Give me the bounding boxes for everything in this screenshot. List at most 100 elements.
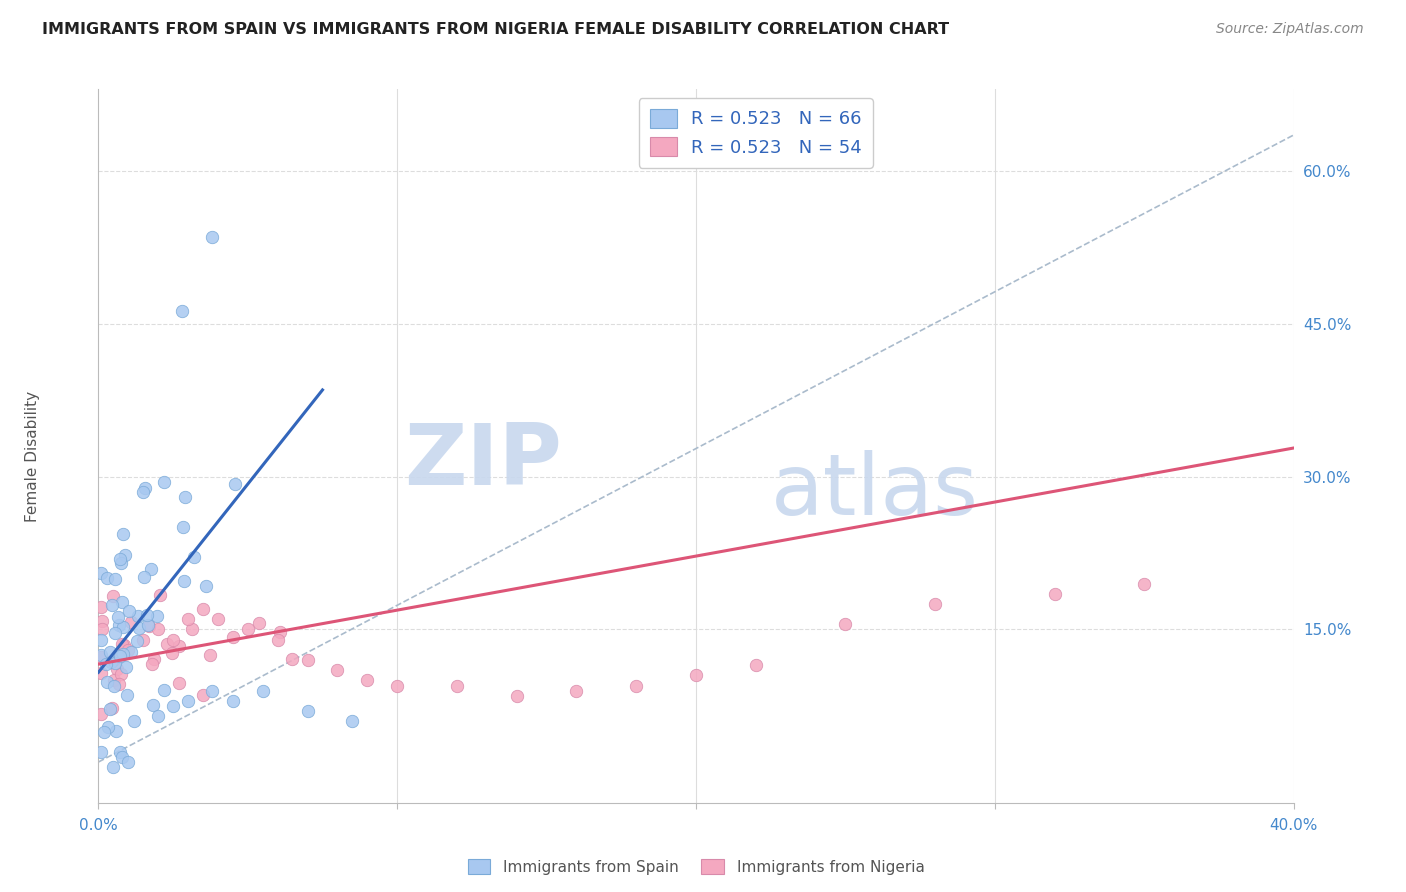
Point: [281, 652, 304, 666]
Point: [124, 714, 146, 729]
Point: [269, 625, 291, 640]
Point: [142, 698, 165, 712]
Point: [201, 683, 224, 698]
Point: [162, 698, 184, 713]
Point: [172, 304, 194, 318]
Point: [172, 520, 194, 534]
Text: ZIP: ZIP: [404, 420, 561, 503]
Point: [446, 679, 468, 693]
Point: [118, 603, 141, 617]
Point: [98, 645, 121, 659]
Point: [108, 677, 131, 691]
Point: [108, 617, 131, 632]
Point: [191, 602, 214, 616]
Point: [112, 638, 135, 652]
Point: [120, 645, 142, 659]
Point: [138, 619, 160, 633]
Point: [112, 526, 135, 541]
Point: [111, 647, 134, 661]
Point: [191, 688, 214, 702]
Point: [139, 562, 162, 576]
Point: [148, 623, 170, 637]
Point: [128, 621, 150, 635]
Point: [108, 648, 131, 663]
Point: [112, 620, 135, 634]
Point: [117, 643, 139, 657]
Point: [297, 653, 319, 667]
Point: [97, 720, 120, 734]
Point: [169, 639, 191, 653]
Point: [101, 589, 124, 603]
Point: [626, 679, 648, 693]
Point: [111, 750, 134, 764]
Point: [104, 572, 127, 586]
Legend: Immigrants from Spain, Immigrants from Nigeria: Immigrants from Spain, Immigrants from N…: [461, 853, 931, 880]
Point: [115, 688, 138, 702]
Point: [90, 614, 112, 628]
Point: [167, 676, 190, 690]
Point: [114, 548, 136, 562]
Point: [125, 633, 148, 648]
Text: atlas: atlas: [772, 450, 979, 533]
Point: [236, 623, 259, 637]
Point: [90, 566, 112, 581]
Point: [100, 701, 122, 715]
Point: [342, 714, 364, 729]
Point: [107, 610, 129, 624]
Text: Source: ZipAtlas.com: Source: ZipAtlas.com: [1216, 22, 1364, 37]
Point: [104, 724, 127, 739]
Point: [108, 745, 131, 759]
Point: [181, 622, 204, 636]
Point: [103, 673, 125, 688]
Point: [132, 632, 155, 647]
Point: [173, 490, 195, 504]
Point: [267, 632, 290, 647]
Point: [222, 630, 245, 644]
Point: [162, 632, 184, 647]
Point: [135, 608, 157, 623]
Point: [94, 657, 117, 671]
Point: [91, 622, 114, 636]
Point: [207, 612, 229, 626]
Point: [356, 673, 378, 688]
Point: [142, 651, 165, 665]
Point: [90, 600, 112, 615]
Point: [98, 702, 121, 716]
Point: [565, 683, 588, 698]
Point: [506, 689, 529, 703]
Point: [90, 745, 112, 759]
Point: [326, 663, 349, 677]
Text: 0.0%: 0.0%: [79, 818, 118, 833]
Point: [252, 683, 274, 698]
Point: [834, 617, 856, 632]
Point: [162, 646, 184, 660]
Point: [201, 230, 224, 244]
Point: [110, 666, 132, 681]
Point: [146, 609, 169, 624]
Point: [148, 709, 170, 723]
Point: [152, 682, 174, 697]
Point: [110, 551, 132, 566]
Point: [127, 609, 149, 624]
Point: [90, 666, 112, 681]
Point: [134, 481, 156, 495]
Point: [100, 655, 122, 669]
Point: [924, 597, 946, 611]
Point: [120, 615, 142, 629]
Point: [685, 668, 707, 682]
Point: [183, 549, 205, 564]
Point: [90, 648, 112, 663]
Point: [90, 650, 112, 665]
Point: [96, 571, 118, 585]
Text: Female Disability: Female Disability: [25, 391, 41, 522]
Point: [90, 633, 112, 648]
Point: [156, 637, 179, 651]
Point: [96, 675, 118, 690]
Point: [110, 556, 132, 570]
Point: [132, 484, 155, 499]
Point: [93, 725, 115, 739]
Point: [224, 477, 246, 491]
Point: [136, 618, 159, 632]
Point: [132, 570, 155, 584]
Point: [153, 475, 176, 489]
